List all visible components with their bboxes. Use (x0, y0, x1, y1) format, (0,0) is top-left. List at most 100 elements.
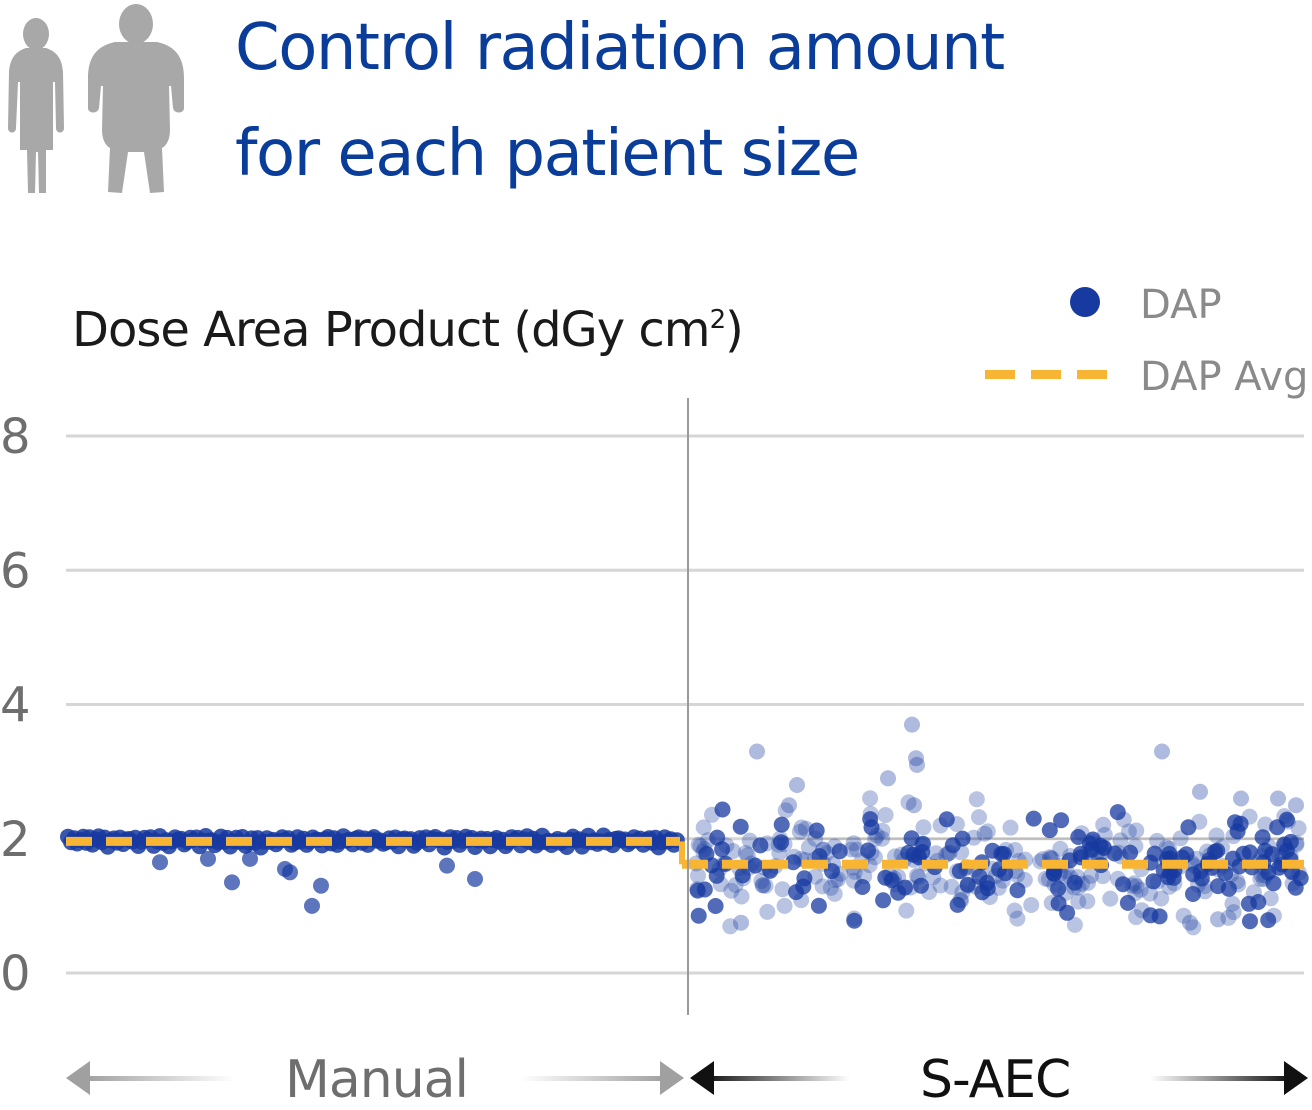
manual-arrow-left-head (66, 1061, 90, 1095)
dap-point (1089, 844, 1106, 861)
dap-point (723, 882, 740, 899)
dap-point (890, 884, 907, 901)
y-axis-label-suffix: ) (725, 302, 744, 358)
dap-point (826, 885, 843, 902)
dap-point (1270, 790, 1286, 807)
dap-point (1079, 893, 1096, 910)
dap-point (890, 868, 907, 885)
dap-point (1161, 840, 1178, 857)
dap-point (994, 872, 1011, 889)
dap-point (909, 756, 925, 773)
dap-point (1009, 910, 1026, 927)
dap-point (1041, 822, 1058, 839)
dap-point (747, 857, 764, 874)
dap-point (152, 854, 168, 871)
dap-point (1210, 911, 1226, 928)
dap-point (773, 816, 790, 833)
y-tick-label: 2 (0, 812, 31, 868)
dap-point (1158, 839, 1175, 856)
dap-point (987, 868, 1004, 885)
dap-point (1016, 871, 1033, 888)
dap-point (1043, 895, 1060, 911)
dap-point (1149, 832, 1166, 849)
dap-point (1066, 874, 1083, 891)
dap-point (1180, 819, 1197, 836)
dap-point (1252, 870, 1269, 887)
dap-point (1160, 869, 1177, 886)
dap-point (1142, 907, 1159, 924)
dap-point (1153, 890, 1170, 907)
dap-point (1070, 879, 1087, 896)
dap-point (690, 867, 706, 884)
dap-point (800, 839, 817, 856)
dap-point (1120, 823, 1137, 840)
dap-point (1196, 883, 1213, 900)
dap-point (224, 874, 240, 891)
chart-title-line-2: for each patient size (235, 117, 860, 191)
y-tick-label: 0 (0, 946, 31, 1002)
dap-point (979, 874, 996, 891)
dap-point (1232, 815, 1249, 832)
dap-point (822, 879, 839, 896)
dap-point (832, 865, 849, 882)
dap-point (1287, 879, 1304, 896)
dap-point (732, 818, 749, 835)
dap-point (1050, 880, 1067, 897)
y-axis-label: Dose Area Product (dGy cm2) (72, 302, 744, 358)
dap-point (733, 914, 749, 931)
dap-point (1185, 886, 1201, 902)
dap-point (1220, 909, 1237, 926)
dap-point (854, 879, 871, 895)
dap-point (863, 819, 880, 836)
dap-point (690, 907, 707, 924)
dap-point (971, 809, 987, 826)
saec-arrow-left-shaft (705, 1076, 850, 1081)
dap-point (1122, 844, 1139, 861)
dap-point (1083, 867, 1099, 884)
dap-point (754, 877, 771, 894)
dap-point (757, 877, 774, 894)
dap-point (1225, 828, 1242, 845)
dap-point (791, 823, 808, 840)
dap-point (1066, 916, 1083, 933)
dap-point (903, 830, 920, 847)
dap-point (880, 770, 896, 787)
dap-point (1208, 827, 1225, 844)
manual-arrow-right-head (660, 1061, 684, 1095)
dap-point (856, 868, 873, 885)
legend-dap-label: DAP (1140, 282, 1222, 328)
dap-point (1074, 875, 1090, 892)
dap-point (1095, 816, 1112, 833)
dap-point (752, 837, 769, 854)
dap-point (913, 877, 929, 894)
dap-point (928, 845, 944, 862)
dap-point (814, 878, 831, 895)
dap-point (815, 841, 832, 858)
dap-point (1182, 914, 1198, 931)
dap-point (1233, 790, 1249, 807)
dap-point (797, 820, 814, 837)
dap-point (845, 835, 862, 852)
dap-point (774, 881, 791, 898)
dap-point (976, 825, 993, 842)
dap-point (910, 869, 927, 885)
dap-point (698, 846, 715, 862)
dap-point (914, 844, 931, 860)
dap-point (981, 889, 998, 905)
dap-point (1257, 816, 1274, 833)
dap-point (959, 876, 976, 893)
dap-point (733, 888, 750, 905)
dap-point (881, 867, 898, 883)
dap-point (722, 918, 739, 935)
dap-point (737, 845, 754, 861)
dap-point (1025, 810, 1042, 827)
dap-point (1145, 873, 1162, 890)
dap-point (1053, 812, 1070, 829)
dap-point (789, 777, 805, 793)
dap-point (1127, 838, 1144, 855)
y-axis-label-text: Dose Area Product (dGy cm (72, 302, 711, 358)
dap-point (810, 897, 827, 914)
dap-point (755, 877, 772, 894)
dap-point (875, 892, 892, 909)
